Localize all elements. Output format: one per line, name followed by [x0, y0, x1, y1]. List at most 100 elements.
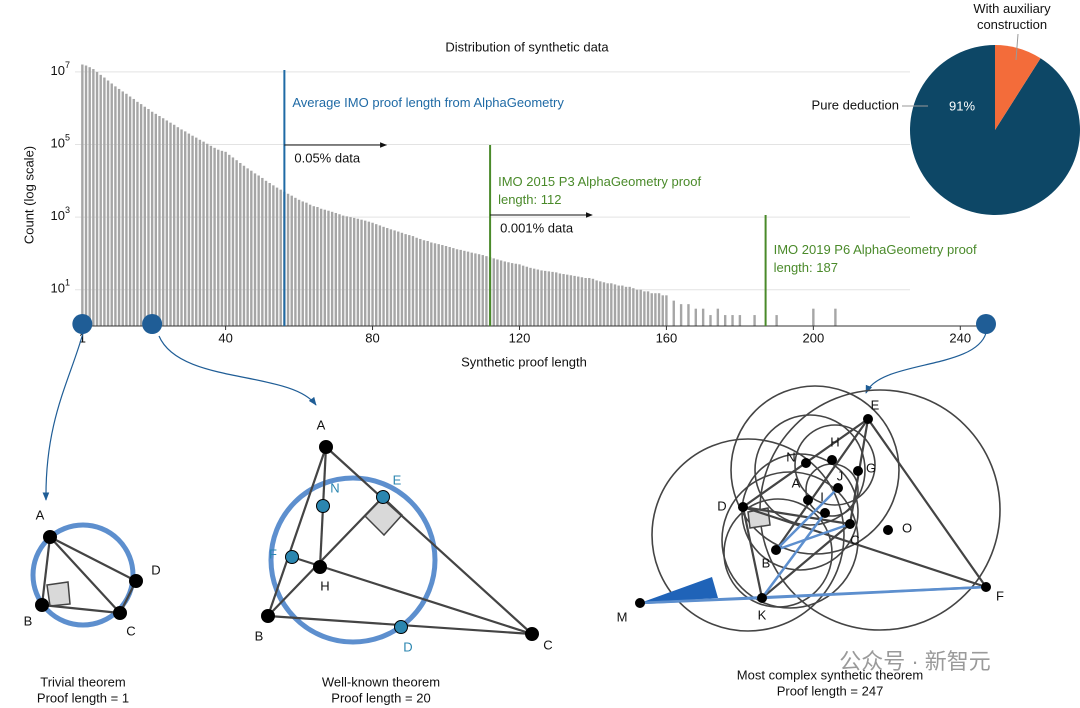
bar — [591, 278, 595, 326]
point-label: D — [717, 498, 726, 513]
point — [261, 609, 275, 623]
bar — [172, 124, 176, 327]
note-label: 0.001% data — [500, 220, 574, 235]
bar — [455, 249, 459, 326]
bar — [117, 88, 121, 326]
bar — [463, 250, 466, 326]
bar — [419, 238, 422, 326]
segment — [867, 418, 987, 588]
bar — [613, 284, 617, 326]
bar — [503, 261, 506, 326]
point — [827, 455, 837, 465]
bar — [202, 141, 205, 326]
bar — [665, 295, 668, 326]
point-label: O — [902, 520, 912, 535]
bar — [316, 206, 319, 326]
bar — [139, 104, 143, 326]
construct-circle — [723, 498, 833, 608]
bar — [547, 271, 551, 326]
bar — [628, 286, 631, 326]
bar — [81, 64, 84, 327]
note-label: 0.05% data — [294, 150, 361, 165]
bar — [158, 116, 161, 327]
x-tick-label: 120 — [509, 330, 531, 345]
bar — [543, 270, 547, 326]
x-tick-label: 240 — [949, 330, 971, 345]
bar — [268, 183, 271, 326]
bar — [595, 280, 598, 326]
segment — [41, 603, 121, 615]
diagram-title: Trivial theorem — [40, 674, 125, 689]
bar — [246, 168, 249, 326]
bar — [430, 242, 433, 326]
bar — [635, 289, 639, 326]
bar — [422, 240, 426, 326]
y-tick-base: 10 — [51, 136, 65, 151]
bar — [602, 282, 606, 326]
bar — [323, 209, 326, 326]
point — [820, 508, 830, 518]
bar — [694, 308, 698, 326]
point-label: C — [126, 623, 135, 638]
bar — [272, 185, 275, 326]
point-label: D — [403, 639, 412, 654]
diagram-title: Most complex synthetic theorem — [737, 667, 923, 682]
point — [738, 502, 748, 512]
bar — [206, 143, 209, 326]
annotation-label: IMO 2015 P3 AlphaGeometry proof length: 1… — [498, 174, 701, 207]
bar — [184, 131, 187, 326]
bar — [228, 154, 231, 326]
point — [35, 598, 49, 612]
point — [757, 593, 767, 603]
point — [319, 440, 333, 454]
point-label: M — [617, 609, 628, 624]
connector — [865, 332, 987, 394]
x-tick-label: 80 — [365, 330, 379, 345]
bar — [386, 228, 389, 326]
bar — [88, 67, 91, 327]
point-label: A — [792, 475, 801, 490]
bar — [290, 195, 293, 326]
construct-circle — [759, 389, 1001, 631]
bar — [551, 271, 554, 326]
bar — [264, 180, 268, 326]
bar — [224, 151, 227, 326]
point — [525, 627, 539, 641]
bar — [437, 244, 440, 326]
segment — [325, 446, 533, 635]
point — [635, 598, 645, 608]
bar — [499, 260, 503, 326]
bar — [195, 137, 198, 326]
pie-label: Pure deduction — [812, 97, 899, 112]
bar — [555, 272, 558, 326]
bar — [709, 315, 712, 326]
point-label: F — [269, 546, 277, 561]
point-label: H — [830, 434, 839, 449]
x-tick-label: 1 — [79, 330, 86, 345]
bar — [136, 101, 139, 326]
bar — [510, 263, 514, 326]
bar — [231, 157, 235, 326]
bar — [400, 232, 404, 326]
bar — [643, 291, 646, 326]
bar — [525, 266, 529, 326]
bar — [426, 240, 429, 326]
bar — [209, 145, 213, 326]
bar — [588, 278, 591, 326]
bar — [235, 160, 238, 326]
point-label: E — [393, 472, 402, 487]
bar — [367, 221, 371, 326]
point-label: B — [762, 555, 771, 570]
bar — [308, 204, 312, 326]
point-label: I — [820, 489, 824, 504]
bar — [408, 235, 411, 326]
highlight-dot — [142, 314, 163, 334]
bar — [305, 202, 308, 326]
bar — [150, 111, 154, 326]
bar — [558, 273, 562, 326]
bar — [187, 133, 191, 326]
chart-title: Distribution of synthetic data — [445, 39, 609, 54]
bar — [198, 139, 202, 326]
